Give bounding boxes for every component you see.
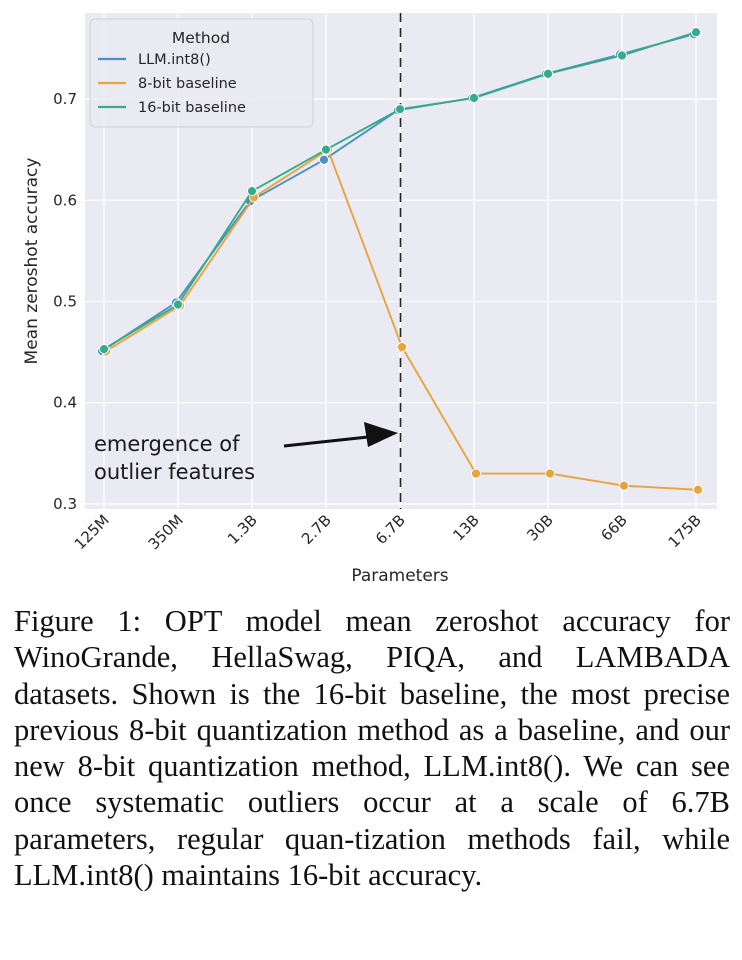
data-point (690, 27, 702, 38)
legend-entry-label: 16-bit baseline (138, 100, 246, 116)
data-point (618, 480, 630, 491)
annotation-line-2: outlier features (94, 460, 255, 484)
data-point (246, 186, 258, 197)
accuracy-line-chart: 0.3 0.4 0.5 0.6 0.7 125M 350M 1.3B 2.7B 6.7B 13B 3… (22, 13, 717, 586)
y-tick-label: 0.6 (53, 191, 77, 209)
y-tick-label: 0.5 (53, 292, 77, 310)
x-tick-label: 6.7B (372, 511, 409, 548)
y-tick-label: 0.7 (53, 90, 77, 108)
annotation-arrow-shaft (283, 435, 369, 448)
data-point (692, 484, 704, 495)
data-point (544, 468, 556, 479)
y-axis-label: Mean zeroshot accuracy (22, 158, 42, 365)
x-tick-label: 13B (449, 511, 483, 545)
x-tick-label: 66B (597, 511, 631, 545)
series-lines (96, 27, 704, 495)
data-point (320, 144, 332, 155)
legend-entry-label: 8-bit baseline (138, 76, 237, 92)
legend-entry-label: LLM.int8() (138, 52, 211, 68)
x-tick-label: 1.3B (224, 511, 261, 548)
data-point (98, 343, 110, 355)
x-tick-label: 175B (665, 511, 705, 551)
y-tick-label: 0.3 (53, 495, 77, 513)
x-tick-label: 2.7B (298, 511, 335, 548)
data-point (172, 299, 184, 310)
x-tick-labels: 125M 350M 1.3B 2.7B 6.7B 13B 30B 66B 175B (71, 511, 705, 553)
x-tick-label: 350M (145, 511, 187, 553)
data-point (542, 68, 554, 79)
annotation-arrow-head (364, 422, 398, 447)
x-tick-label: 125M (71, 511, 113, 553)
data-point (616, 50, 628, 61)
data-point (318, 154, 330, 165)
y-tick-labels: 0.3 0.4 0.5 0.6 0.7 (53, 90, 77, 513)
figure-caption: Figure 1: OPT model mean zeroshot accura… (14, 604, 730, 893)
x-tick-label: 30B (523, 511, 557, 545)
y-tick-label: 0.4 (53, 394, 77, 412)
legend-box (89, 18, 314, 128)
series-2 (98, 27, 702, 355)
x-axis-label: Parameters (351, 566, 448, 586)
legend-title: Method (172, 29, 230, 47)
data-point (468, 92, 480, 104)
annotation: emergence of outlier features (94, 422, 398, 484)
data-point (470, 468, 482, 479)
legend: Method LLM.int8() 8-bit baseline 16-bit ba… (89, 18, 314, 128)
annotation-line-1: emergence of (94, 432, 240, 456)
data-point (394, 104, 406, 115)
data-point (396, 341, 408, 353)
